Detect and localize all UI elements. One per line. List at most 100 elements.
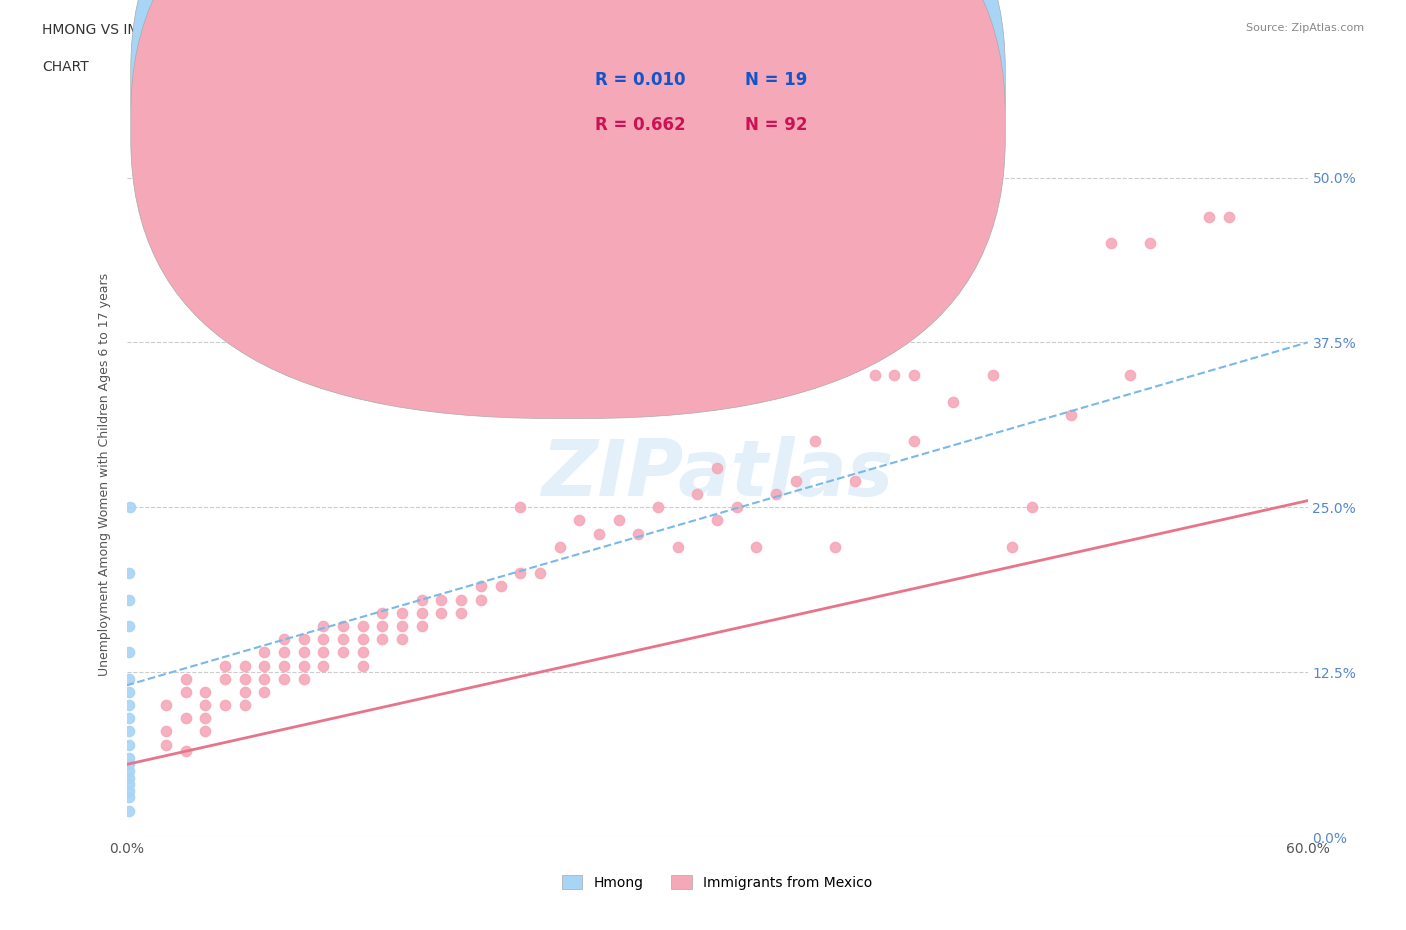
Point bbox=[117, 770, 139, 785]
Point bbox=[706, 460, 728, 475]
Point bbox=[117, 618, 139, 633]
Point bbox=[1060, 407, 1083, 422]
Point bbox=[273, 671, 295, 686]
Legend: Hmong, Immigrants from Mexico: Hmong, Immigrants from Mexico bbox=[555, 870, 879, 896]
Point bbox=[352, 631, 374, 646]
Point bbox=[804, 434, 827, 449]
Point bbox=[292, 658, 315, 673]
Point bbox=[686, 486, 709, 501]
Point bbox=[312, 644, 335, 659]
Point bbox=[117, 764, 139, 778]
Point bbox=[117, 592, 139, 607]
Point bbox=[588, 526, 610, 541]
Point bbox=[117, 644, 139, 659]
Point bbox=[117, 751, 139, 765]
Point bbox=[117, 790, 139, 804]
Point bbox=[253, 671, 276, 686]
Point bbox=[174, 744, 197, 759]
Point bbox=[174, 671, 197, 686]
Point bbox=[273, 658, 295, 673]
Point bbox=[1001, 539, 1024, 554]
Point bbox=[391, 618, 413, 633]
Point bbox=[117, 698, 139, 712]
Point bbox=[120, 499, 142, 514]
Text: CHART: CHART bbox=[42, 60, 89, 74]
Point bbox=[509, 565, 531, 580]
Point bbox=[1139, 236, 1161, 251]
Point bbox=[647, 499, 669, 514]
Point bbox=[174, 684, 197, 699]
Point bbox=[352, 644, 374, 659]
Point bbox=[253, 658, 276, 673]
Point bbox=[117, 737, 139, 752]
Point bbox=[332, 644, 354, 659]
Point bbox=[194, 698, 217, 712]
Point bbox=[233, 684, 256, 699]
Point bbox=[253, 644, 276, 659]
Point bbox=[233, 658, 256, 673]
Point bbox=[666, 539, 689, 554]
Point bbox=[489, 579, 512, 594]
Point bbox=[470, 592, 492, 607]
Point bbox=[214, 671, 236, 686]
Text: R = 0.662: R = 0.662 bbox=[595, 115, 685, 134]
Y-axis label: Unemployment Among Women with Children Ages 6 to 17 years: Unemployment Among Women with Children A… bbox=[97, 272, 111, 676]
Point bbox=[371, 631, 394, 646]
Text: N = 19: N = 19 bbox=[745, 71, 807, 89]
Text: R = 0.010: R = 0.010 bbox=[595, 71, 685, 89]
Point bbox=[509, 499, 531, 514]
Text: ZIPatlas: ZIPatlas bbox=[541, 436, 893, 512]
Point bbox=[903, 434, 925, 449]
Point bbox=[174, 711, 197, 725]
Point bbox=[863, 368, 886, 383]
Point bbox=[117, 724, 139, 739]
Point bbox=[292, 671, 315, 686]
Point bbox=[824, 539, 846, 554]
Text: Source: ZipAtlas.com: Source: ZipAtlas.com bbox=[1246, 23, 1364, 33]
Point bbox=[233, 671, 256, 686]
Point bbox=[352, 618, 374, 633]
Point bbox=[117, 777, 139, 791]
Point bbox=[1021, 499, 1043, 514]
Point bbox=[194, 724, 217, 739]
Point bbox=[371, 618, 394, 633]
Point bbox=[332, 631, 354, 646]
Point bbox=[391, 631, 413, 646]
Point bbox=[214, 658, 236, 673]
Point bbox=[391, 605, 413, 620]
Point bbox=[706, 513, 728, 528]
Point bbox=[1099, 236, 1122, 251]
Point bbox=[292, 631, 315, 646]
Point bbox=[745, 539, 768, 554]
Point bbox=[725, 499, 748, 514]
Point bbox=[273, 631, 295, 646]
Point bbox=[430, 592, 453, 607]
Point bbox=[548, 539, 571, 554]
Point bbox=[253, 684, 276, 699]
Point bbox=[529, 565, 551, 580]
Point bbox=[194, 684, 217, 699]
Point bbox=[194, 711, 217, 725]
Point bbox=[155, 724, 177, 739]
Point bbox=[117, 565, 139, 580]
Point bbox=[273, 644, 295, 659]
Point bbox=[371, 605, 394, 620]
Point bbox=[214, 698, 236, 712]
Point bbox=[292, 644, 315, 659]
Point bbox=[411, 605, 433, 620]
Point bbox=[117, 757, 139, 772]
Point bbox=[785, 473, 807, 488]
Point bbox=[981, 368, 1004, 383]
Point bbox=[607, 513, 630, 528]
Point bbox=[411, 592, 433, 607]
Point bbox=[312, 658, 335, 673]
Point bbox=[1119, 368, 1142, 383]
Point bbox=[411, 618, 433, 633]
Text: HMONG VS IMMIGRANTS FROM MEXICO UNEMPLOYMENT AMONG WOMEN WITH CHILDREN AGES 6 TO: HMONG VS IMMIGRANTS FROM MEXICO UNEMPLOY… bbox=[42, 23, 924, 37]
Point bbox=[804, 368, 827, 383]
Point bbox=[117, 671, 139, 686]
Point bbox=[942, 394, 965, 409]
Point bbox=[430, 605, 453, 620]
Point bbox=[1218, 209, 1240, 224]
Point bbox=[233, 698, 256, 712]
